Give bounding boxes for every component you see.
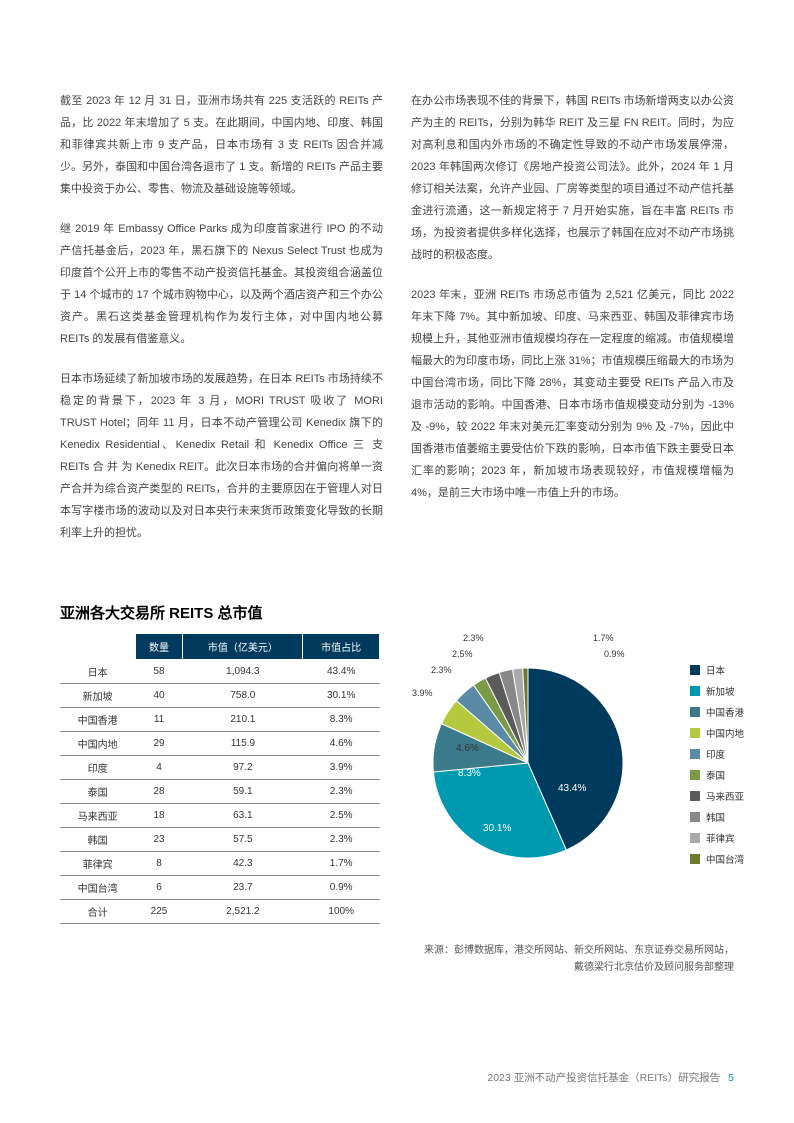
page-footer: 2023 亚洲不动产投资信托基金（REITs）研究报告5 — [487, 1070, 734, 1085]
para: 2023 年末，亚洲 REITs 市场总市值为 2,521 亿美元，同比 202… — [411, 284, 734, 504]
para: 截至 2023 年 12 月 31 日，亚洲市场共有 225 支活跃的 REIT… — [60, 90, 383, 200]
source-note: 来源：彭博数据库，港交所网站、新交所网站、东京证券交易所网站， 戴德梁行北京估价… — [60, 942, 734, 976]
table-header: 市值（亿美元） — [183, 634, 303, 660]
pie-outer-label: 3.9% — [412, 688, 433, 698]
table-row: 菲律宾842.31.7% — [60, 851, 380, 875]
table-header — [60, 634, 135, 660]
para: 在办公市场表现不佳的背景下，韩国 REITs 市场新增两支以办公资产为主的 RE… — [411, 90, 734, 266]
legend-item: 新加坡 — [690, 684, 744, 698]
legend-item: 马来西亚 — [690, 789, 744, 803]
table-row: 马来西亚1863.12.5% — [60, 803, 380, 827]
para: 日本市场延续了新加坡市场的发展趋势，在日本 REITs 市场持续不稳定的背景下，… — [60, 368, 383, 544]
table-row: 印度497.23.9% — [60, 755, 380, 779]
pie-chart: 43.4%30.1%8.3%4.6% 2.3%2.5%2.3%3.9%1.7%0… — [408, 633, 734, 923]
table-header: 数量 — [135, 634, 183, 660]
market-cap-table: 数量市值（亿美元）市值占比 日本581,094.343.4%新加坡40758.0… — [60, 633, 380, 924]
pie-legend: 日本新加坡中国香港中国内地印度泰国马来西亚韩国菲律宾中国台湾 — [690, 663, 744, 873]
table-row: 日本581,094.343.4% — [60, 660, 380, 684]
para: 继 2019 年 Embassy Office Parks 成为印度首家进行 I… — [60, 218, 383, 350]
pie-inner-label: 30.1% — [483, 823, 511, 834]
table-row: 中国香港11210.18.3% — [60, 707, 380, 731]
legend-item: 中国台湾 — [690, 852, 744, 866]
pie-outer-label: 2.3% — [431, 665, 452, 675]
pie-inner-label: 43.4% — [558, 783, 586, 794]
right-column: 在办公市场表现不佳的背景下，韩国 REITs 市场新增两支以办公资产为主的 RE… — [411, 90, 734, 562]
table-row: 韩国2357.52.3% — [60, 827, 380, 851]
table-row: 泰国2859.12.3% — [60, 779, 380, 803]
legend-item: 韩国 — [690, 810, 744, 824]
table-row: 中国台湾623.70.9% — [60, 875, 380, 899]
legend-item: 日本 — [690, 663, 744, 677]
pie-outer-label: 0.9% — [604, 649, 625, 659]
left-column: 截至 2023 年 12 月 31 日，亚洲市场共有 225 支活跃的 REIT… — [60, 90, 383, 562]
pie-outer-label: 2.3% — [463, 633, 484, 643]
table-row: 新加坡40758.030.1% — [60, 683, 380, 707]
pie-inner-label: 8.3% — [458, 768, 481, 779]
table-row: 合计2252,521.2100% — [60, 899, 380, 923]
legend-item: 中国内地 — [690, 726, 744, 740]
pie-outer-label: 2.5% — [452, 649, 473, 659]
legend-item: 菲律宾 — [690, 831, 744, 845]
table-row: 中国内地29115.94.6% — [60, 731, 380, 755]
legend-item: 印度 — [690, 747, 744, 761]
pie-outer-label: 1.7% — [593, 633, 614, 643]
table-header: 市值占比 — [303, 634, 380, 660]
legend-item: 泰国 — [690, 768, 744, 782]
section-title: 亚洲各大交易所 REITS 总市值 — [60, 602, 734, 623]
pie-inner-label: 4.6% — [456, 743, 479, 754]
legend-item: 中国香港 — [690, 705, 744, 719]
